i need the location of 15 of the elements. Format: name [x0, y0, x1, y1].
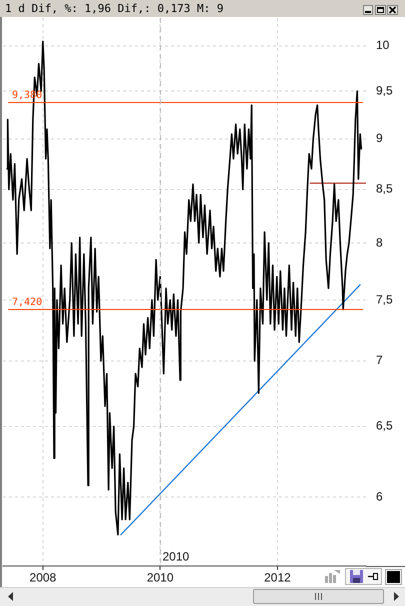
y-tick-label: 6 [376, 489, 383, 504]
ref-line-label: 7,420 [12, 297, 42, 308]
x-tick-label: 2008 [30, 570, 57, 585]
y-tick-label: 9,5 [376, 83, 394, 98]
y-tick-label: 9 [376, 131, 383, 146]
y-tick-label: 7,5 [376, 292, 394, 306]
chart-title: 1 d Dif, %: 1,96 Dif,: 0,173 M: 9 [5, 2, 224, 15]
x-tick-label: 2012 [264, 570, 292, 585]
y-tick-label: 8,5 [376, 182, 394, 196]
x-tick-label: 2010 [146, 570, 174, 585]
ref-line-label: 2010 [162, 549, 190, 564]
y-tick-label: 10 [376, 38, 390, 52]
y-tick-label: 7 [376, 353, 383, 368]
y-tick-label: 6,5 [376, 418, 394, 433]
y-tick-label: 8 [376, 235, 383, 250]
